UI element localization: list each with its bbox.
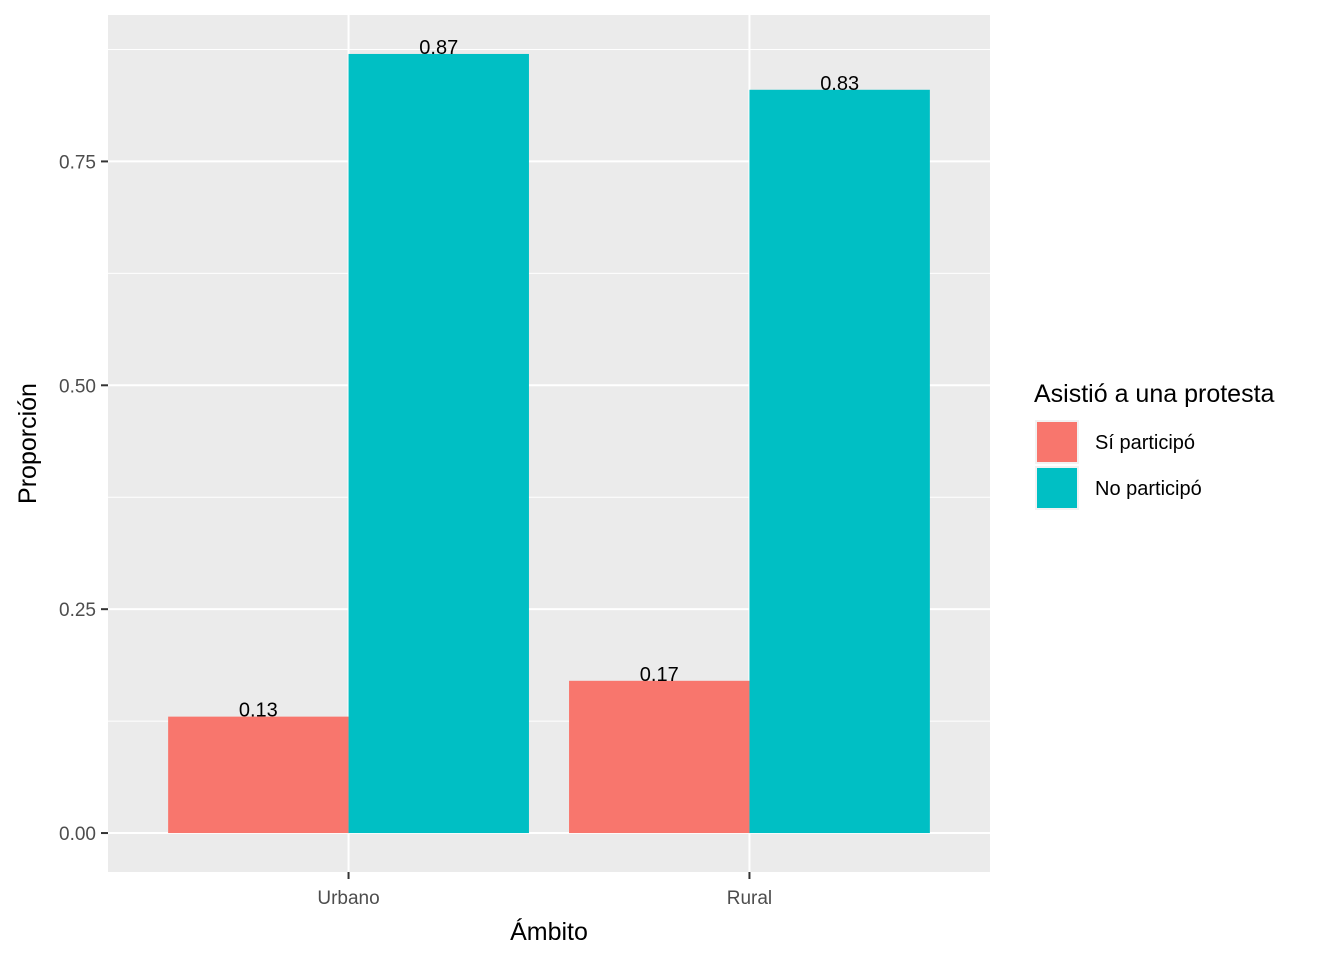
data-label: 0.17 [640, 664, 679, 686]
x-tick-label: Rural [727, 888, 772, 909]
legend-key [1037, 422, 1077, 462]
legend-title: Asistió a una protesta [1034, 380, 1275, 408]
legend-label: No participó [1095, 478, 1202, 500]
data-label: 0.87 [419, 37, 458, 59]
legend: Asistió a una protesta Sí participó No pa… [1034, 380, 1275, 510]
y-tick-label: 0.25 [59, 600, 96, 621]
data-labels: 0.13 0.17 0.87 0.83 [239, 37, 859, 722]
data-label: 0.13 [239, 700, 278, 722]
bar [348, 53, 529, 834]
legend-label: Sí participó [1095, 432, 1195, 454]
legend-key [1037, 468, 1077, 508]
x-axis: Urbano Rural [317, 872, 772, 909]
y-axis: 0.00 0.25 0.50 0.75 [59, 152, 108, 845]
y-tick-label: 0.50 [59, 376, 96, 397]
bar [168, 716, 349, 834]
y-axis-title: Proporción [14, 383, 42, 504]
bar [569, 680, 750, 834]
bar [749, 89, 930, 834]
x-tick-label: Urbano [317, 888, 379, 909]
data-label: 0.83 [820, 73, 859, 95]
y-tick-label: 0.00 [59, 824, 96, 845]
y-tick-label: 0.75 [59, 152, 96, 173]
x-axis-title: Ámbito [510, 917, 588, 946]
bars [168, 53, 930, 834]
